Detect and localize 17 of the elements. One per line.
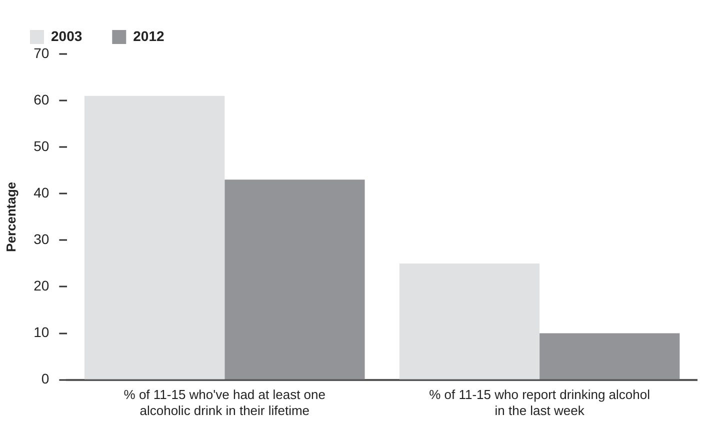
y-tick-label: 30 <box>34 231 50 248</box>
y-tick-label: 40 <box>34 184 50 200</box>
x-tick-label: % of 11-15 who report drinking alcohol in the last week <box>429 387 650 418</box>
bar <box>399 263 540 380</box>
x-tick-label: % of 11-15 who've had at least one alcoholic drink in their lifetime <box>124 387 326 418</box>
legend-label: 2012 <box>133 28 165 44</box>
y-axis-title: Percentage <box>3 182 18 252</box>
y-tick-label: 0 <box>41 370 50 387</box>
bar <box>540 333 680 380</box>
y-tick-label: 50 <box>34 138 50 154</box>
legend-label: 2003 <box>51 28 82 44</box>
bar <box>84 96 225 380</box>
bar <box>224 180 365 380</box>
y-tick-label: 60 <box>34 91 50 108</box>
y-tick-label: 10 <box>34 324 50 340</box>
y-tick-label: 20 <box>34 278 50 294</box>
y-tick-label: 70 <box>34 44 50 61</box>
